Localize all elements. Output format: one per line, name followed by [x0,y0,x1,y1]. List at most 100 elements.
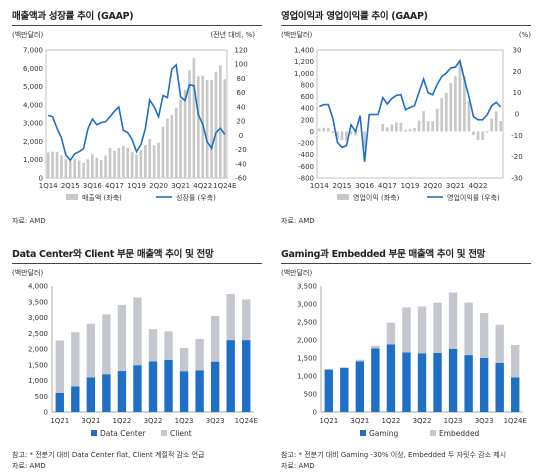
bar-client [164,331,173,360]
note-text: 참고: * 전분기 대비 Gaming -30% 이상, Embedded 두 … [281,451,507,459]
bar [86,159,90,178]
bar [322,127,326,132]
bar-gaming [417,353,427,412]
y-right-tick-label: -30 [511,175,522,183]
x-tick-label: 2Q15 [61,182,80,190]
bar [408,129,412,132]
bar [135,154,138,178]
bar [467,100,471,132]
source-text: 자료: AMD [12,462,46,470]
bar [317,128,321,132]
y-tick-label: 500 [35,393,48,401]
x-tick-label: 3Q21 [350,417,369,425]
bar-client [179,347,189,372]
y-tick-label: 3,500 [297,283,317,291]
y-right-unit: (전년 대비, %) [210,30,255,39]
bar-client [195,338,204,371]
bar [435,108,439,132]
y-left-tick-label: -400 [298,151,314,159]
legend-swatch [360,430,366,436]
bar-embedded [371,345,380,349]
y-right-tick-label: -20 [511,153,522,161]
x-tick-label: 1Q24E [213,182,236,190]
bar [340,131,344,141]
x-tick-label: 1Q14 [39,182,58,190]
bar [440,98,444,132]
legend-label: 매출액 (좌축) [82,193,122,202]
x-tick-label: 3Q22 [144,417,163,425]
x-tick-label: 1Q23 [175,417,194,425]
bar [152,145,156,178]
bar-embedded [386,322,396,345]
y-left-tick-label: 0 [39,175,43,183]
y-tick-label: 3,500 [28,298,48,306]
bar [60,155,63,178]
bar-data-center [242,340,251,412]
legend-swatch-bar [337,194,349,200]
bar [494,111,498,132]
bar [77,160,81,178]
bar-gaming [495,362,504,412]
bar-embedded [479,313,489,358]
legend-label: Client [170,429,192,438]
legend-swatch [430,430,436,436]
bar [485,131,489,133]
bar [426,121,430,132]
bar-data-center [195,370,204,412]
bar [117,147,121,178]
bar-gaming [355,361,365,412]
y-unit: (백만달러) [12,268,43,277]
bar [64,159,68,178]
source-text: 자료: AMD [281,462,315,470]
bar [157,142,160,178]
y-tick-label: 4,000 [28,283,48,291]
bar-gaming [340,367,349,412]
bar-embedded [495,324,504,363]
bar-embedded [433,302,442,353]
y-left-tick-label: -600 [298,163,314,171]
x-tick-label: 1Q19 [127,182,146,190]
y-unit: (백만달러) [281,268,312,277]
y-tick-label: 1,000 [297,373,317,381]
bar-gaming [371,348,380,412]
bar [205,80,209,178]
bar-client [133,297,142,366]
y-tick-label: 2,000 [297,337,317,345]
y-left-tick-label: 400 [301,105,314,113]
bar [144,145,147,178]
y-left-tick-label: 600 [301,93,314,101]
y-tick-label: 1,000 [28,377,48,385]
source-text: 자료: AMD [281,217,315,225]
bar [431,121,435,132]
bar-data-center [86,377,96,412]
y-right-tick-label: 40 [237,103,246,111]
bar-data-center [210,361,220,412]
y-right-tick-label: 80 [237,75,246,83]
bar [161,126,165,178]
legend-label: 영업이익 (좌축) [353,193,400,202]
bar [458,61,462,132]
bar [490,118,494,132]
bar [139,150,143,178]
x-tick-label: 1Q19 [401,182,420,190]
y-right-tick-label: 30 [513,47,522,55]
title-rule [281,25,531,26]
title-rule [12,25,262,26]
bar [113,150,116,178]
chart-title: Data Center와 Client 부문 매출액 추이 및 전망 [12,249,214,260]
y-tick-label: 2,000 [28,346,48,354]
bar [463,76,466,132]
bar [192,58,196,178]
y-left-tick-label: 7,000 [23,47,43,55]
bar [148,139,152,178]
x-tick-label: 3Q21 [446,182,465,190]
x-tick-label: 3Q23 [475,417,494,425]
legend-swatch-bar [66,194,78,200]
op-income-chart: (백만달러) (%)-800-600-400-20002004006008001,… [281,30,531,202]
bar [210,80,213,178]
legend-label: Data Center [100,429,146,438]
bar-data-center [148,361,158,412]
panel-op-income: 영업이익과 영업이익률 추이 (GAAP) (백만달러) (%) -800 -600 -… [281,8,536,230]
y-left-tick-label: 5,000 [23,83,43,91]
bar [170,115,174,178]
